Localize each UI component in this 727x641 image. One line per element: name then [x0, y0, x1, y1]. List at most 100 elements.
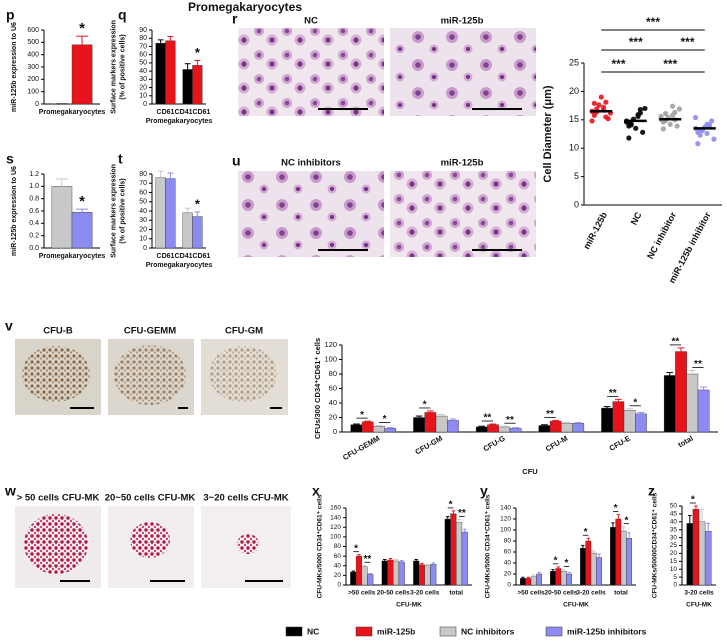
y-tick-label: 0 — [337, 582, 341, 589]
legend-swatch — [545, 626, 563, 637]
legend-swatch — [439, 626, 457, 637]
y-axis-label: (% of positive cells) — [119, 178, 126, 243]
colony — [237, 534, 259, 554]
y-tick-label: 50 — [670, 503, 678, 510]
bar — [475, 426, 488, 433]
significance-label: ** — [671, 337, 679, 348]
data-point — [589, 118, 595, 124]
significance-label: * — [354, 543, 358, 554]
x-axis-label: CFU — [522, 467, 537, 476]
image-caption: 20~50 cells CFU-MK — [105, 493, 196, 504]
bar — [165, 40, 176, 105]
micrograph — [238, 28, 384, 116]
y-tick-label: 120 — [324, 340, 337, 349]
colony — [24, 514, 88, 574]
significance-label: * — [195, 45, 201, 60]
significance-label: * — [554, 555, 558, 566]
bar — [498, 426, 511, 433]
data-point — [695, 141, 701, 147]
image-caption: NC — [304, 16, 318, 27]
bar — [596, 557, 603, 586]
y-tick-label: 10 — [139, 93, 147, 100]
y-axis-label: (% of positive cells) — [119, 34, 126, 99]
significance-label: * — [564, 558, 568, 569]
significance-label: *** — [646, 15, 660, 29]
y-tick-label: 80 — [329, 369, 337, 378]
figure-title: Promegakaryocytes — [188, 0, 302, 14]
bar — [560, 571, 567, 586]
y-tick-label: 20 — [139, 84, 147, 91]
significance-label: *** — [680, 35, 694, 49]
bar — [610, 527, 616, 586]
data-point — [603, 114, 609, 120]
data-point — [692, 114, 699, 121]
bar — [430, 564, 437, 586]
significance-label: ** — [364, 554, 372, 565]
y-tick-label: 400 — [27, 52, 39, 59]
x-tick-label: 20-50 cells — [377, 590, 410, 597]
data-point — [672, 109, 678, 116]
x-tick-label: CD61 — [157, 253, 175, 260]
bar — [566, 573, 573, 586]
significance-label: * — [691, 495, 695, 506]
bar — [155, 177, 166, 249]
bar — [704, 531, 712, 586]
x-tick-label: CD41CD61 — [175, 109, 211, 116]
panel-letter: z — [648, 483, 655, 499]
bar — [555, 568, 562, 586]
legend-swatch — [285, 626, 303, 637]
panel-letter: w — [4, 483, 16, 499]
x-tick-label: 20-50 cells — [545, 590, 578, 597]
bar — [418, 564, 425, 586]
bar — [549, 420, 562, 433]
y-tick-label: 40 — [329, 398, 337, 407]
x-tick-label: NC inhibitor — [645, 210, 678, 261]
y-tick-label: 5 — [673, 574, 677, 581]
y-tick-label: 70 — [139, 180, 147, 187]
y-tick-label: 10 — [670, 566, 678, 573]
bar — [623, 410, 636, 433]
y-tick-label: 600 — [27, 27, 39, 34]
significance-label: * — [423, 400, 427, 411]
data-point — [640, 129, 646, 135]
bar — [601, 407, 613, 433]
panel-letter: s — [6, 151, 14, 167]
panel-letter: p — [6, 7, 15, 23]
bar — [561, 423, 573, 433]
bar — [373, 426, 385, 433]
y-tick-label: 40 — [504, 560, 512, 567]
data-point — [642, 105, 648, 112]
y-tick-label: 30 — [139, 217, 147, 224]
data-point — [628, 122, 634, 128]
bar — [361, 566, 368, 586]
y-tick-label: 0.0 — [29, 245, 39, 252]
x-tick-label: miR-125b — [581, 210, 609, 251]
y-axis-label: Cell Diameter (μm) — [542, 85, 554, 183]
x-tick-label: Promegakaryocytes — [39, 109, 106, 116]
x-tick-label: CFU-GM — [414, 434, 444, 457]
image-caption: CFU-B — [43, 326, 73, 337]
data-point — [658, 113, 664, 119]
y-tick-label: 120 — [330, 524, 341, 531]
bar — [520, 578, 526, 586]
bar — [424, 412, 437, 433]
bar — [536, 573, 543, 586]
y-tick-label: 80 — [504, 538, 512, 545]
x-tick-label: CD41CD61 — [175, 253, 211, 260]
x-tick-label: >50 cells — [348, 590, 376, 597]
x-tick-label: CFU-GEMM — [341, 434, 381, 462]
y-tick-label: 25 — [670, 542, 678, 549]
y-tick-label: 100 — [27, 89, 39, 96]
x-tick-label: 3-20 cells — [684, 590, 714, 597]
data-point — [591, 100, 597, 106]
bar — [447, 420, 459, 433]
y-tick-label: 0.6 — [29, 208, 39, 215]
y-tick-label: 0 — [143, 245, 147, 252]
y-tick-label: 0 — [574, 199, 579, 209]
y-tick-label: 20 — [329, 412, 337, 421]
data-point — [667, 121, 673, 127]
y-tick-label: 300 — [27, 64, 39, 71]
bar — [182, 212, 193, 249]
colony — [130, 522, 170, 558]
significance-label: * — [449, 500, 453, 511]
